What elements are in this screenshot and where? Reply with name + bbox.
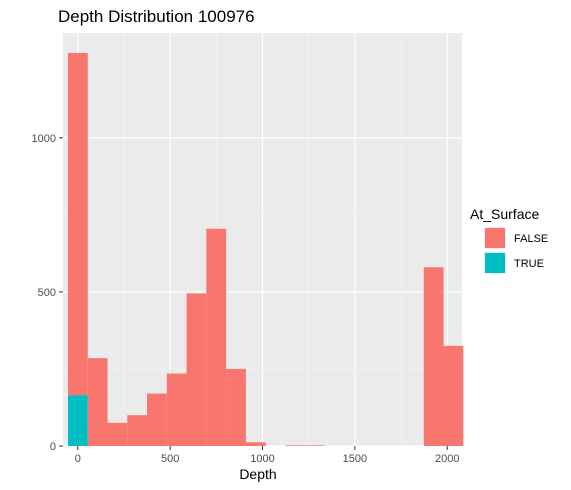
bar-false bbox=[67, 53, 88, 396]
bar-false bbox=[87, 358, 108, 446]
legend-label-false: FALSE bbox=[514, 233, 548, 245]
x-tick-label: 500 bbox=[161, 453, 179, 465]
bar-false bbox=[423, 267, 444, 446]
x-tick-label: 2000 bbox=[435, 453, 459, 465]
chart-title: Depth Distribution 100976 bbox=[58, 7, 255, 26]
y-tick-label: 500 bbox=[38, 287, 56, 299]
legend-label-true: TRUE bbox=[514, 258, 544, 270]
y-tick-label: 0 bbox=[50, 441, 56, 453]
bar-false bbox=[245, 442, 266, 446]
bar-false bbox=[305, 445, 325, 446]
bar-false bbox=[107, 422, 128, 446]
bar-false bbox=[206, 228, 227, 446]
y-tick-label: 1000 bbox=[32, 133, 56, 145]
bar-false bbox=[186, 293, 207, 446]
x-tick-label: 1000 bbox=[250, 453, 274, 465]
histogram-bars bbox=[67, 53, 464, 446]
axes: 0 500 1000 1500 2000 0 500 1000 bbox=[32, 133, 460, 465]
bar-false bbox=[285, 445, 306, 446]
bar-false bbox=[166, 373, 187, 446]
x-tick-label: 1500 bbox=[343, 453, 367, 465]
bar-false bbox=[443, 345, 464, 446]
bar-false bbox=[226, 368, 246, 446]
bar-false bbox=[147, 393, 167, 446]
x-tick-label: 0 bbox=[75, 453, 81, 465]
x-axis-label: Depth bbox=[239, 466, 276, 482]
legend-title: At_Surface bbox=[470, 206, 539, 222]
legend-key-true bbox=[485, 253, 505, 273]
legend: At_Surface FALSE TRUE bbox=[470, 206, 548, 274]
bar-true bbox=[67, 395, 88, 446]
bar-false bbox=[127, 415, 148, 446]
legend-key-false bbox=[485, 228, 505, 248]
